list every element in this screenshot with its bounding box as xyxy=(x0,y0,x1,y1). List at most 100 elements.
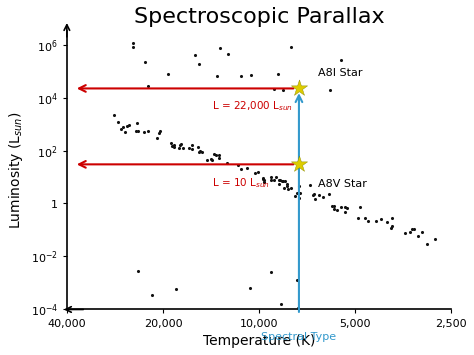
Point xyxy=(237,73,245,78)
Point xyxy=(133,129,140,134)
Point xyxy=(383,219,391,225)
Point xyxy=(133,120,140,125)
Point xyxy=(287,44,295,50)
Point xyxy=(295,86,303,91)
Point xyxy=(210,152,218,157)
Point xyxy=(333,207,340,213)
Point xyxy=(281,178,288,184)
Point xyxy=(431,236,439,242)
Point xyxy=(388,224,395,229)
Point xyxy=(296,190,303,196)
Point xyxy=(130,40,137,45)
Point xyxy=(213,73,220,78)
Point xyxy=(267,174,274,180)
Point xyxy=(330,207,338,212)
Point xyxy=(325,191,333,197)
Point xyxy=(341,209,348,215)
Point xyxy=(246,72,254,78)
Point xyxy=(278,301,285,307)
Point xyxy=(177,141,184,146)
Text: L = 22,000 L$_{sun}$: L = 22,000 L$_{sun}$ xyxy=(212,99,293,113)
Point xyxy=(260,179,267,185)
Point xyxy=(414,233,422,239)
Point xyxy=(141,59,148,65)
Y-axis label: Luminosity (L$_{sun}$): Luminosity (L$_{sun}$) xyxy=(7,111,25,229)
Point xyxy=(293,191,301,196)
Point xyxy=(185,145,192,151)
Point xyxy=(155,131,163,136)
Point xyxy=(195,149,203,154)
Point xyxy=(270,86,277,92)
Point xyxy=(283,183,291,189)
Point xyxy=(276,178,284,183)
Point xyxy=(278,179,285,184)
Point xyxy=(203,157,210,163)
Point xyxy=(280,185,288,191)
Point xyxy=(275,177,283,183)
Point xyxy=(260,177,267,183)
Point xyxy=(259,176,267,181)
Point xyxy=(295,183,303,189)
Point xyxy=(156,128,164,134)
Point xyxy=(134,128,141,134)
Point xyxy=(275,181,283,187)
Point xyxy=(389,215,396,221)
Point xyxy=(280,178,287,184)
Point xyxy=(234,163,242,168)
Point xyxy=(288,186,295,191)
Point xyxy=(260,175,267,181)
Point xyxy=(311,196,319,202)
Point xyxy=(267,270,275,275)
Point xyxy=(424,241,431,246)
Point xyxy=(153,135,160,141)
Point xyxy=(407,230,414,235)
Point xyxy=(194,144,201,150)
Point xyxy=(337,57,345,62)
Point xyxy=(274,71,282,76)
Text: L = 10 L$_{sun}$: L = 10 L$_{sun}$ xyxy=(212,176,270,190)
Text: A8I Star: A8I Star xyxy=(318,68,363,78)
Point xyxy=(199,149,206,155)
Point xyxy=(310,192,317,198)
Point xyxy=(408,226,416,232)
Point xyxy=(129,45,137,50)
Point xyxy=(169,144,176,149)
Point xyxy=(118,126,125,131)
Point xyxy=(119,124,127,130)
Point xyxy=(251,170,259,176)
Point xyxy=(191,53,199,58)
Point xyxy=(355,215,362,221)
Point xyxy=(295,195,303,201)
Point xyxy=(373,218,380,224)
Point xyxy=(270,177,278,183)
X-axis label: Temperature (K): Temperature (K) xyxy=(203,334,315,348)
Point xyxy=(292,193,299,199)
Point xyxy=(337,204,345,210)
Point xyxy=(327,87,334,92)
Point xyxy=(255,169,262,175)
Point xyxy=(283,181,291,187)
Point xyxy=(170,144,177,150)
Point xyxy=(188,146,196,152)
Point xyxy=(179,145,187,151)
Point xyxy=(167,140,175,145)
Point xyxy=(341,204,348,209)
Point xyxy=(224,51,231,57)
Point xyxy=(307,182,314,188)
Point xyxy=(172,286,180,291)
Point xyxy=(123,124,130,129)
Point xyxy=(140,130,147,135)
Point xyxy=(387,225,394,231)
Point xyxy=(237,166,245,172)
Point xyxy=(170,142,177,148)
Point xyxy=(293,278,301,283)
Point xyxy=(377,216,385,222)
Point xyxy=(294,305,302,311)
Point xyxy=(135,268,142,274)
Point xyxy=(344,205,351,211)
Point xyxy=(244,165,251,171)
Point xyxy=(114,120,122,125)
Point xyxy=(328,203,336,209)
Point xyxy=(216,155,223,161)
Text: Spectral Type: Spectral Type xyxy=(261,332,337,342)
